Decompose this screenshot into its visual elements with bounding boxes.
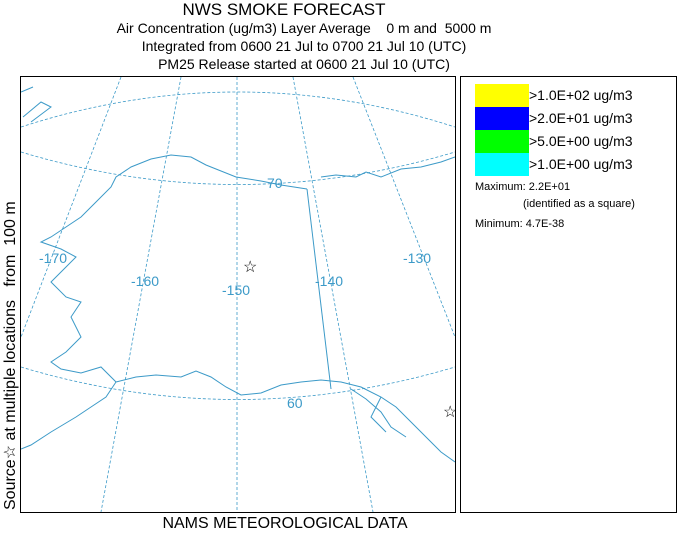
- meridian-160: [100, 76, 182, 513]
- meridian-170: [20, 76, 122, 338]
- footer-label: NAMS METEOROLOGICAL DATA: [162, 515, 408, 532]
- legend-panel: >1.0E+02 ug/m3 >2.0E+01 ug/m3 >5.0E+00 u…: [460, 76, 677, 513]
- lat-line-75: [21, 137, 455, 182]
- legend-label: >5.0E+00 ug/m3: [529, 133, 633, 149]
- lat-line-60: [20, 366, 456, 400]
- subtitle-1: Air Concentration (ug/m3) Layer Average …: [116, 20, 492, 36]
- lat-label: 60: [287, 395, 303, 411]
- source-label: Source☆ at multiple locations from 100 m: [2, 201, 19, 510]
- map-svg: -170 -160 -150 -140 -130 70 60 ☆ ☆: [20, 76, 457, 513]
- maximum-value: Maximum: 2.2E+01: [475, 181, 571, 193]
- minimum-value: Minimum: 4.7E-38: [475, 218, 565, 230]
- legend-swatch: [475, 84, 529, 107]
- chart-title: NWS SMOKE FORECAST: [182, 0, 386, 19]
- legend-label: >1.0E+00 ug/m3: [529, 156, 633, 172]
- legend-swatch: [475, 130, 529, 153]
- legend-swatch: [475, 107, 529, 130]
- lat-line-70: [20, 151, 456, 185]
- lon-label: -150: [222, 282, 250, 298]
- legend-swatch: [475, 153, 529, 176]
- lon-label: -170: [39, 250, 67, 266]
- graticule: [20, 76, 456, 513]
- maximum-note: (identified as a square): [523, 198, 635, 210]
- map-panel: -170 -160 -150 -140 -130 70 60 ☆ ☆: [20, 76, 457, 513]
- border-141w: [306, 188, 332, 390]
- source-star-icon: ☆: [443, 404, 455, 421]
- lat-line-80: [20, 91, 456, 128]
- legend-label: >2.0E+01 ug/m3: [529, 110, 633, 126]
- meridian-140: [292, 76, 374, 513]
- source-star-icon: ☆: [243, 259, 257, 276]
- legend-label: >1.0E+02 ug/m3: [529, 87, 633, 103]
- lon-label: -130: [403, 250, 431, 266]
- meridian-130: [352, 76, 456, 338]
- lon-label: -140: [315, 273, 343, 289]
- coastline: [20, 86, 456, 463]
- subtitle-3: PM25 Release started at 0600 21 Jul 10 (…: [158, 56, 450, 72]
- lat-label: 70: [267, 175, 283, 191]
- lon-label: -160: [131, 273, 159, 289]
- subtitle-2: Integrated from 0600 21 Jul to 0700 21 J…: [141, 38, 467, 54]
